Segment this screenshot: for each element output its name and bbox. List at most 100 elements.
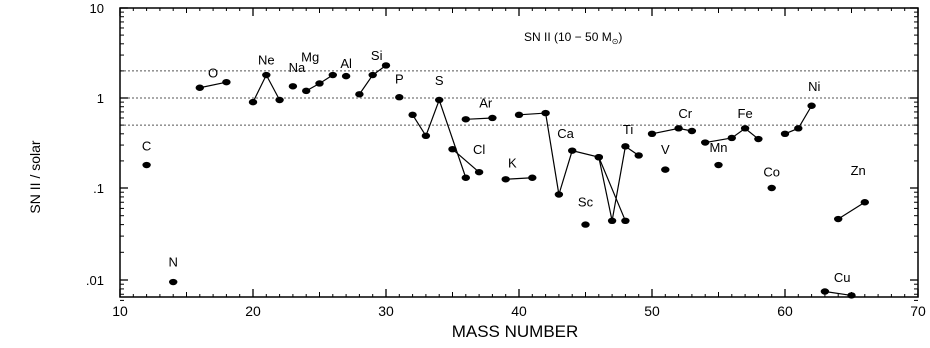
series-line	[505, 177, 533, 180]
data-point	[727, 134, 736, 142]
x-tick-label: 70	[910, 303, 926, 319]
element-cl	[448, 145, 484, 176]
data-point	[169, 278, 178, 286]
y-tick-label: 1	[97, 91, 104, 106]
element-k	[501, 174, 537, 183]
element-ni	[780, 102, 816, 138]
data-point	[528, 174, 537, 181]
data-point	[408, 111, 417, 119]
data-point	[807, 102, 816, 109]
data-point	[647, 130, 657, 138]
data-point	[661, 166, 670, 173]
data-point	[461, 116, 470, 123]
data-point	[341, 72, 351, 80]
y-tick-label: .1	[93, 181, 104, 196]
element-label-co: Co	[763, 164, 780, 179]
element-co	[767, 184, 776, 192]
data-point	[275, 96, 284, 104]
element-ne	[248, 71, 284, 106]
data-point	[501, 176, 510, 183]
series-line	[199, 81, 227, 89]
element-label-ne: Ne	[258, 53, 275, 68]
series-line	[651, 127, 693, 135]
annotation-symbol: ⊙	[612, 37, 619, 46]
series-line	[358, 64, 387, 95]
data-point	[594, 153, 603, 161]
element-label-s: S	[435, 73, 444, 88]
data-point	[621, 143, 630, 150]
series-line	[598, 145, 640, 221]
x-tick-label: 40	[511, 303, 527, 319]
data-point	[355, 91, 364, 98]
axis-ticks: 10 20 30 40 50 60 70 .01 .1 1 10	[86, 1, 926, 319]
data-point	[381, 62, 391, 69]
y-tick-label: .01	[86, 273, 104, 288]
element-label-ni: Ni	[808, 79, 820, 94]
data-series	[142, 62, 869, 299]
data-point	[541, 109, 550, 117]
data-point	[262, 71, 271, 79]
annotation-prefix: SN II (10 − 50 M	[524, 30, 612, 44]
element-label-fe: Fe	[738, 106, 753, 121]
element-label-mg: Mg	[301, 49, 319, 64]
x-axis-label: MASS NUMBER	[452, 322, 579, 341]
element-fe	[701, 125, 763, 146]
data-point	[607, 217, 617, 225]
series-line	[412, 98, 467, 178]
data-point	[820, 288, 830, 295]
data-point	[701, 139, 710, 146]
y-axis-label: SN II / solar	[27, 140, 43, 213]
data-point	[288, 83, 298, 90]
data-point	[634, 152, 643, 159]
element-ti	[594, 143, 643, 225]
element-label-k: K	[508, 155, 517, 170]
element-na	[288, 83, 298, 90]
element-al	[341, 72, 351, 80]
data-point	[248, 98, 258, 106]
element-label-o: O	[208, 65, 218, 80]
series-line	[518, 112, 626, 222]
element-label-si: Si	[371, 48, 383, 63]
data-point	[847, 292, 856, 299]
series-line	[837, 201, 866, 220]
data-point	[740, 125, 750, 132]
data-point	[554, 191, 564, 198]
element-label-c: C	[142, 139, 151, 154]
element-label-mn: Mn	[709, 140, 727, 155]
data-point	[780, 130, 790, 138]
data-point	[474, 168, 484, 176]
data-point	[435, 96, 444, 104]
element-label-sc: Sc	[578, 194, 594, 209]
data-point	[302, 87, 311, 95]
element-label-al: Al	[340, 56, 352, 71]
element-label-n: N	[169, 255, 178, 270]
data-point	[421, 132, 431, 140]
data-point	[621, 217, 630, 225]
series-line	[705, 127, 759, 144]
element-p	[395, 94, 404, 101]
series-line	[824, 290, 852, 297]
series-line	[465, 117, 493, 120]
data-point	[395, 94, 404, 101]
element-zn	[834, 199, 869, 223]
data-point	[514, 111, 524, 119]
data-point	[448, 145, 457, 153]
element-label-p: P	[395, 71, 404, 86]
element-v	[661, 166, 670, 173]
element-label-ar: Ar	[479, 96, 493, 111]
element-mn	[714, 161, 723, 169]
element-n	[169, 278, 178, 286]
element-cr	[647, 125, 697, 138]
x-tick-label: 30	[378, 303, 394, 319]
element-o	[195, 78, 231, 91]
element-label-na: Na	[289, 60, 306, 75]
element-s	[408, 96, 470, 181]
reference-lines	[120, 70, 918, 126]
element-sc	[581, 221, 590, 228]
data-point	[195, 84, 204, 91]
data-point	[687, 127, 697, 135]
y-tick-label: 10	[90, 1, 104, 16]
chart-annotation: SN II (10 − 50 M⊙)	[524, 30, 622, 46]
